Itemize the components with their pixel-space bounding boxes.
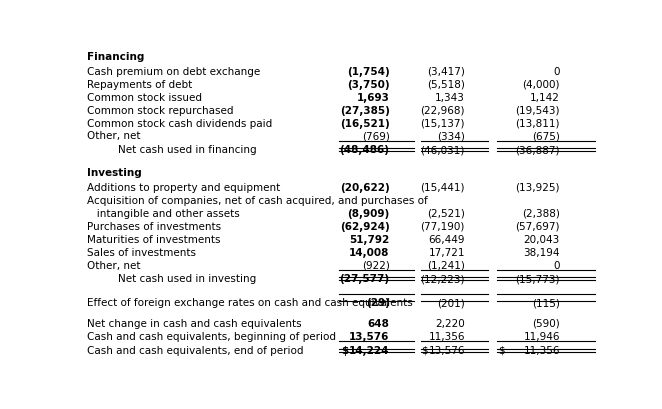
Text: 2,220: 2,220 bbox=[435, 318, 465, 328]
Text: (4,000): (4,000) bbox=[522, 79, 560, 90]
Text: 648: 648 bbox=[367, 318, 389, 328]
Text: Cash premium on debt exchange: Cash premium on debt exchange bbox=[87, 67, 260, 76]
Text: (922): (922) bbox=[361, 260, 389, 270]
Text: Additions to property and equipment: Additions to property and equipment bbox=[87, 182, 280, 192]
Text: Sales of investments: Sales of investments bbox=[87, 247, 196, 257]
Text: (675): (675) bbox=[532, 131, 560, 141]
Text: (2,521): (2,521) bbox=[427, 208, 465, 218]
Text: Net cash used in financing: Net cash used in financing bbox=[118, 145, 256, 155]
Text: Acquisition of companies, net of cash acquired, and purchases of: Acquisition of companies, net of cash ac… bbox=[87, 195, 428, 205]
Text: Effect of foreign exchange rates on cash and cash equivalents: Effect of foreign exchange rates on cash… bbox=[87, 297, 412, 308]
Text: Cash and cash equivalents, end of period: Cash and cash equivalents, end of period bbox=[87, 345, 303, 355]
Text: (19,543): (19,543) bbox=[516, 105, 560, 115]
Text: (15,773): (15,773) bbox=[516, 274, 560, 283]
Text: Cash and cash equivalents, beginning of period: Cash and cash equivalents, beginning of … bbox=[87, 331, 336, 341]
Text: Common stock cash dividends paid: Common stock cash dividends paid bbox=[87, 118, 272, 128]
Text: (2,388): (2,388) bbox=[522, 208, 560, 218]
Text: Maturities of investments: Maturities of investments bbox=[87, 234, 220, 244]
Text: Other, net: Other, net bbox=[87, 260, 140, 270]
Text: intangible and other assets: intangible and other assets bbox=[87, 208, 240, 218]
Text: (36,887): (36,887) bbox=[516, 145, 560, 155]
Text: 20,043: 20,043 bbox=[524, 234, 560, 244]
Text: 0: 0 bbox=[553, 67, 560, 76]
Text: (1,241): (1,241) bbox=[427, 260, 465, 270]
Text: (13,925): (13,925) bbox=[516, 182, 560, 192]
Text: Financing: Financing bbox=[87, 52, 144, 62]
Text: (20,622): (20,622) bbox=[340, 182, 389, 192]
Text: (3,417): (3,417) bbox=[427, 67, 465, 76]
Text: Net change in cash and cash equivalents: Net change in cash and cash equivalents bbox=[87, 318, 301, 328]
Text: (590): (590) bbox=[532, 318, 560, 328]
Text: (3,750): (3,750) bbox=[347, 79, 389, 90]
Text: (46,031): (46,031) bbox=[420, 145, 465, 155]
Text: (57,697): (57,697) bbox=[516, 221, 560, 231]
Text: (769): (769) bbox=[361, 131, 389, 141]
Text: (29): (29) bbox=[365, 297, 389, 308]
Text: Common stock issued: Common stock issued bbox=[87, 92, 202, 102]
Text: Net cash used in investing: Net cash used in investing bbox=[118, 274, 256, 283]
Text: (15,441): (15,441) bbox=[420, 182, 465, 192]
Text: 0: 0 bbox=[553, 260, 560, 270]
Text: Common stock repurchased: Common stock repurchased bbox=[87, 105, 233, 115]
Text: 11,356: 11,356 bbox=[524, 345, 560, 355]
Text: 66,449: 66,449 bbox=[428, 234, 465, 244]
Text: $: $ bbox=[498, 345, 505, 355]
Text: (48,486): (48,486) bbox=[340, 145, 389, 155]
Text: 11,946: 11,946 bbox=[524, 331, 560, 341]
Text: $: $ bbox=[341, 345, 348, 355]
Text: (201): (201) bbox=[437, 297, 465, 308]
Text: (77,190): (77,190) bbox=[420, 221, 465, 231]
Text: 51,792: 51,792 bbox=[350, 234, 389, 244]
Text: Investing: Investing bbox=[87, 168, 142, 178]
Text: Other, net: Other, net bbox=[87, 131, 140, 141]
Text: $: $ bbox=[422, 345, 428, 355]
Text: Repayments of debt: Repayments of debt bbox=[87, 79, 192, 90]
Text: (27,577): (27,577) bbox=[340, 274, 389, 283]
Text: 14,008: 14,008 bbox=[349, 247, 389, 257]
Text: 1,693: 1,693 bbox=[357, 92, 389, 102]
Text: 1,343: 1,343 bbox=[435, 92, 465, 102]
Text: 38,194: 38,194 bbox=[524, 247, 560, 257]
Text: 13,576: 13,576 bbox=[349, 331, 389, 341]
Text: (16,521): (16,521) bbox=[340, 118, 389, 128]
Text: (13,811): (13,811) bbox=[516, 118, 560, 128]
Text: (8,909): (8,909) bbox=[348, 208, 389, 218]
Text: (1,754): (1,754) bbox=[347, 67, 389, 76]
Text: 11,356: 11,356 bbox=[428, 331, 465, 341]
Text: 1,142: 1,142 bbox=[530, 92, 560, 102]
Text: (62,924): (62,924) bbox=[340, 221, 389, 231]
Text: (115): (115) bbox=[532, 297, 560, 308]
Text: 17,721: 17,721 bbox=[428, 247, 465, 257]
Text: (15,137): (15,137) bbox=[420, 118, 465, 128]
Text: Purchases of investments: Purchases of investments bbox=[87, 221, 221, 231]
Text: (5,518): (5,518) bbox=[427, 79, 465, 90]
Text: 13,576: 13,576 bbox=[428, 345, 465, 355]
Text: (334): (334) bbox=[437, 131, 465, 141]
Text: (22,968): (22,968) bbox=[420, 105, 465, 115]
Text: (27,385): (27,385) bbox=[340, 105, 389, 115]
Text: (12,223): (12,223) bbox=[420, 274, 465, 283]
Text: 14,224: 14,224 bbox=[349, 345, 389, 355]
